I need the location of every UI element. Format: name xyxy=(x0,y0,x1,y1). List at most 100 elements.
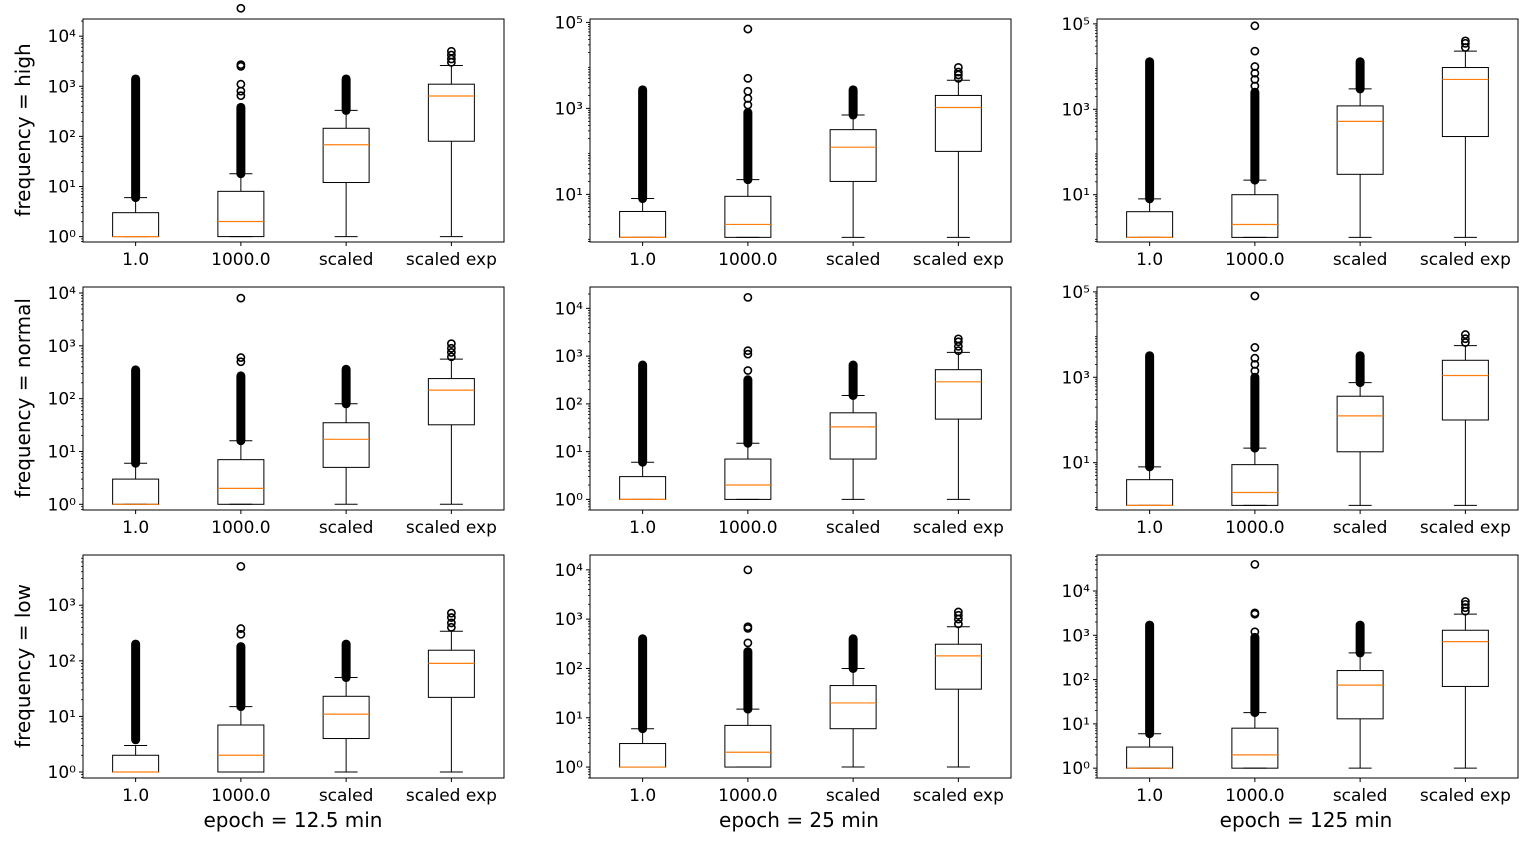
x-tick-label: 1.0 xyxy=(122,518,149,538)
x-tick-label: 1.0 xyxy=(1136,250,1163,270)
y-tick-label: 10¹ xyxy=(1062,186,1090,206)
x-tick-label: scaled xyxy=(1333,250,1388,270)
iqr-box xyxy=(1231,464,1279,506)
y-tick-label: 10⁴ xyxy=(555,561,584,581)
y-tick-label: 10² xyxy=(555,395,583,415)
flier-point xyxy=(236,357,246,367)
col-label-25-min: epoch = 25 min xyxy=(719,808,879,832)
box-scaled-exp xyxy=(1441,36,1489,238)
box-1000-0 xyxy=(1231,21,1279,238)
iqr-box xyxy=(1231,727,1279,769)
x-tick-label: scaled xyxy=(319,250,374,270)
iqr-box xyxy=(1441,67,1489,138)
iqr-box xyxy=(427,378,475,426)
box-1000-0 xyxy=(217,561,265,773)
x-tick-label: 1.0 xyxy=(629,786,656,806)
x-tick-label: scaled exp xyxy=(1420,250,1511,270)
box-scaled-exp xyxy=(427,608,475,773)
x-tick-label: scaled exp xyxy=(406,786,497,806)
y-tick-label: 10³ xyxy=(555,99,583,119)
y-tick-label: 10⁰ xyxy=(1062,759,1091,779)
flier-point xyxy=(1250,353,1260,363)
flier-point xyxy=(1250,62,1260,71)
y-tick-label: 10² xyxy=(555,659,583,679)
x-tick-label: scaled xyxy=(319,786,374,806)
plot-frame xyxy=(589,554,1012,779)
iqr-box xyxy=(322,422,370,468)
y-tick-label: 10⁵ xyxy=(1062,15,1090,35)
flier-point xyxy=(1250,627,1260,637)
box-1-0 xyxy=(112,74,160,238)
box-scaled-exp xyxy=(1441,330,1489,506)
flier-point xyxy=(743,292,753,302)
panel-r1-c0: 10⁰ 10¹ 10² 10³ 10⁴ 1.0 1000.0 scaled scaled exp xyxy=(48,284,505,538)
x-tick-label: 1.0 xyxy=(629,518,656,538)
y-tick-label: 10¹ xyxy=(555,709,583,729)
row-label-low: frequency = low xyxy=(11,584,35,748)
iqr-box xyxy=(934,94,982,152)
iqr-box xyxy=(1126,479,1174,506)
iqr-box xyxy=(1336,105,1384,175)
box-1000-0 xyxy=(1231,291,1279,506)
flier-point xyxy=(743,565,753,575)
flier-point xyxy=(1460,334,1470,344)
x-tick-label: 1000.0 xyxy=(211,518,270,538)
y-tick-label: 10³ xyxy=(1062,368,1090,388)
y-tick-label: 10⁴ xyxy=(48,27,77,47)
flier-point xyxy=(446,608,456,618)
x-tick-label: 1.0 xyxy=(629,250,656,270)
iqr-box xyxy=(1336,395,1384,453)
box-scaled-exp xyxy=(934,607,982,768)
y-tick-label: 10³ xyxy=(48,596,76,616)
flier-point xyxy=(236,91,246,101)
x-tick-label: 1000.0 xyxy=(1225,518,1284,538)
flier-point xyxy=(743,638,753,648)
box-1-0 xyxy=(619,360,667,501)
flier-point xyxy=(236,86,246,96)
panel-r0-c2: 10¹ 10³ 10⁵ 1.0 1000.0 scaled scaled exp xyxy=(1062,15,1519,270)
x-tick-label: 1000.0 xyxy=(718,250,777,270)
box-scaled xyxy=(322,74,370,238)
panel-r0-c1: 10¹ 10³ 10⁵ 1.0 1000.0 scaled scaled exp xyxy=(555,13,1012,270)
iqr-box xyxy=(1441,359,1489,421)
plot-frame xyxy=(82,18,505,243)
y-tick-label: 10⁰ xyxy=(555,490,584,510)
iqr-box xyxy=(619,743,667,768)
y-tick-label: 10¹ xyxy=(555,443,583,463)
box-1-0 xyxy=(112,365,160,505)
flier-point xyxy=(953,334,963,344)
flier-point xyxy=(953,67,963,77)
plot-frame xyxy=(1096,554,1519,779)
iqr-box xyxy=(322,127,370,184)
flier-point xyxy=(446,339,456,349)
box-scaled xyxy=(322,639,370,773)
y-tick-label: 10² xyxy=(48,652,76,672)
iqr-box xyxy=(724,458,772,500)
x-tick-label: 1000.0 xyxy=(718,786,777,806)
y-tick-label: 10³ xyxy=(555,347,583,367)
flier-point xyxy=(743,346,753,356)
flier-point xyxy=(1460,603,1470,613)
flier-point xyxy=(1460,599,1470,609)
x-tick-label: scaled exp xyxy=(913,786,1004,806)
col-label-125-min: epoch = 125 min xyxy=(1220,808,1393,832)
flier-point xyxy=(743,24,753,34)
box-scaled xyxy=(1336,620,1384,769)
iqr-box xyxy=(1441,629,1489,687)
box-scaled xyxy=(1336,351,1384,506)
flier-point xyxy=(446,343,456,353)
x-tick-label: 1000.0 xyxy=(718,518,777,538)
iqr-box xyxy=(829,412,877,460)
flier-point xyxy=(236,629,246,639)
iqr-box xyxy=(322,695,370,740)
row-label-normal: frequency = normal xyxy=(11,298,35,498)
y-tick-label: 10³ xyxy=(48,337,76,357)
x-tick-label: scaled exp xyxy=(406,518,497,538)
y-tick-label: 10⁴ xyxy=(48,284,77,304)
x-tick-label: scaled exp xyxy=(913,250,1004,270)
y-tick-label: 10² xyxy=(48,390,76,410)
iqr-box xyxy=(427,83,475,142)
box-1-0 xyxy=(1126,57,1174,238)
x-tick-label: 1000.0 xyxy=(211,250,270,270)
